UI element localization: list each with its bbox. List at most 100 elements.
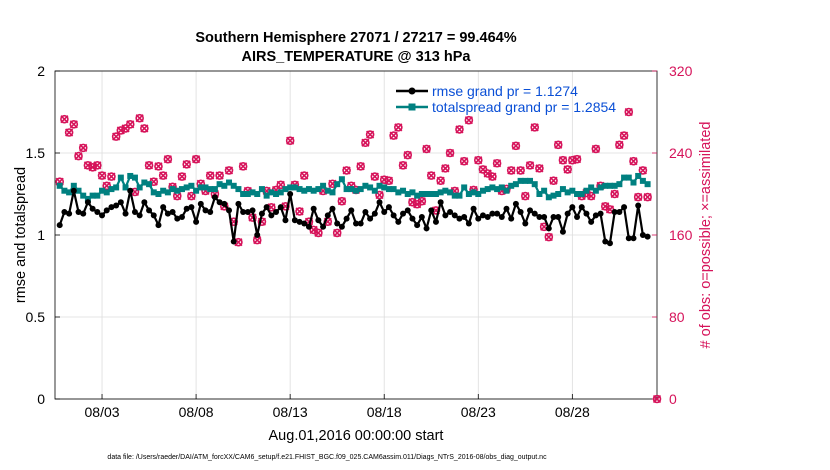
- rmse-point: [99, 212, 106, 219]
- right-y-tick-label: 160: [669, 227, 693, 243]
- obs-marker: [624, 107, 634, 117]
- spread-point: [362, 182, 369, 189]
- rmse-point: [621, 204, 628, 211]
- spread-point: [343, 186, 350, 193]
- x-tick-label: 08/03: [85, 404, 120, 420]
- rmse-point: [531, 210, 538, 217]
- rmse-point: [141, 199, 148, 206]
- spread-point: [230, 182, 237, 189]
- spread-point: [103, 189, 110, 196]
- obs-marker: [488, 172, 497, 181]
- obs-marker: [384, 176, 394, 185]
- legend-rmse-label: rmse grand pr = 1.1274: [432, 83, 578, 99]
- spread-point: [635, 172, 642, 179]
- spread-point: [432, 191, 439, 197]
- spread-point: [437, 189, 444, 196]
- rmse-point: [334, 220, 341, 227]
- spread-point: [136, 184, 143, 191]
- obs-marker: [74, 151, 83, 161]
- spread-point: [310, 187, 317, 194]
- rmse-point: [226, 207, 233, 214]
- spread-point: [578, 191, 585, 197]
- rmse-point: [329, 205, 336, 212]
- rmse-point: [258, 210, 265, 217]
- obs-marker: [398, 161, 408, 170]
- spread-point: [61, 187, 68, 194]
- spread-point: [404, 191, 411, 197]
- obs-marker: [464, 115, 474, 125]
- rmse-point: [254, 232, 261, 238]
- rmse-point: [559, 228, 566, 235]
- rmse-point: [61, 209, 68, 216]
- rmse-point: [56, 222, 63, 229]
- obs-marker: [93, 161, 102, 170]
- spread-point: [324, 187, 331, 194]
- spread-point: [174, 187, 181, 194]
- rmse-point: [597, 210, 604, 217]
- spread-point: [409, 189, 416, 196]
- rmse-point: [131, 209, 138, 216]
- spread-point: [197, 184, 204, 191]
- legend-spread-label: totalspread grand pr = 1.2854: [432, 99, 616, 115]
- obs-marker: [342, 166, 351, 175]
- rmse-point: [362, 209, 369, 216]
- obs-marker: [521, 191, 530, 201]
- rmse-point: [400, 210, 407, 217]
- spread-point: [536, 191, 543, 197]
- x-tick-label: 08/08: [179, 404, 214, 420]
- spread-point: [588, 184, 595, 191]
- obs-marker: [445, 148, 455, 158]
- obs-marker: [389, 131, 398, 140]
- rmse-point: [611, 209, 618, 216]
- rmse-point: [527, 207, 534, 214]
- rmse-point: [381, 209, 388, 216]
- rmse-point: [221, 200, 228, 207]
- spread-point: [70, 182, 77, 189]
- obs-marker: [511, 141, 521, 151]
- spread-point: [254, 191, 261, 197]
- rmse-point: [536, 213, 543, 220]
- rmse-point: [94, 209, 101, 216]
- obs-marker: [365, 130, 375, 139]
- rmse-point: [291, 217, 298, 224]
- rmse-point: [503, 205, 510, 212]
- obs-marker: [158, 171, 168, 180]
- rmse-point: [371, 210, 378, 217]
- spread-point: [75, 187, 82, 194]
- spread-point: [475, 191, 482, 197]
- spread-point: [498, 184, 505, 191]
- spread-point: [244, 191, 251, 197]
- rmse-point: [353, 220, 359, 227]
- right-y-ticks: 0 80 160 240 320: [652, 63, 693, 407]
- x-ticks: 08/03 08/08 08/13 08/18 08/23 08/28: [85, 394, 590, 420]
- obs-marker: [417, 196, 427, 206]
- spread-point: [235, 186, 242, 193]
- spread-point: [164, 189, 171, 196]
- obs-marker: [111, 132, 121, 141]
- rmse-point: [320, 223, 327, 230]
- spread-point: [282, 186, 289, 193]
- spread-point: [216, 181, 223, 188]
- spread-point: [630, 179, 637, 186]
- rmse-point: [550, 213, 557, 220]
- spread-point: [550, 192, 557, 199]
- spread-point: [531, 181, 538, 188]
- spread-point: [99, 187, 106, 194]
- spread-point: [400, 187, 407, 194]
- obs-marker: [638, 166, 648, 175]
- spread-point: [273, 191, 280, 197]
- rmse-point: [494, 210, 501, 217]
- obs-marker: [441, 164, 450, 173]
- legend-spread-marker: [408, 103, 416, 111]
- obs-marker: [530, 123, 540, 132]
- rmse-point: [545, 225, 552, 232]
- rmse-point: [188, 204, 195, 211]
- rmse-point: [113, 202, 120, 209]
- x-tick-label: 08/23: [461, 404, 496, 420]
- spread-point: [616, 181, 623, 188]
- obs-marker: [60, 114, 69, 124]
- obs-marker: [177, 172, 187, 181]
- obs-marker: [370, 172, 380, 181]
- rmse-point: [606, 240, 613, 247]
- rmse-point: [616, 209, 623, 216]
